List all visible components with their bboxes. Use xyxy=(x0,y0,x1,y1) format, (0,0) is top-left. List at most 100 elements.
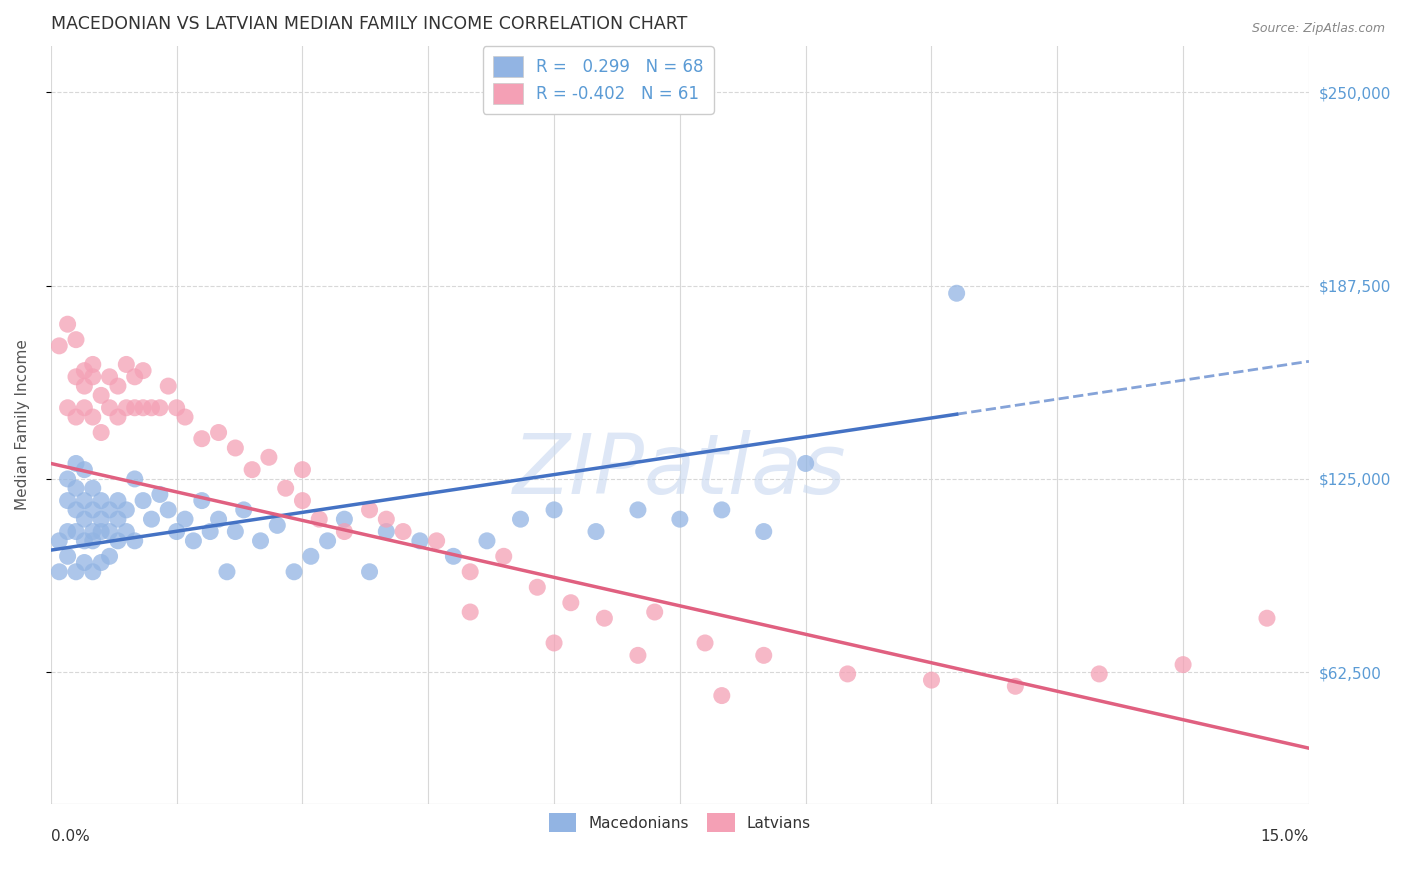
Point xyxy=(115,401,138,415)
Point xyxy=(409,533,432,548)
Point xyxy=(82,524,104,539)
Point xyxy=(921,673,943,687)
Point xyxy=(291,493,314,508)
Point xyxy=(132,493,155,508)
Point xyxy=(198,524,221,539)
Point xyxy=(73,556,96,570)
Point xyxy=(48,565,70,579)
Point xyxy=(90,425,112,440)
Point xyxy=(82,481,104,495)
Point xyxy=(333,524,356,539)
Point xyxy=(669,512,692,526)
Point xyxy=(56,317,79,331)
Point xyxy=(207,425,229,440)
Point xyxy=(124,369,146,384)
Point xyxy=(560,596,582,610)
Text: MACEDONIAN VS LATVIAN MEDIAN FAMILY INCOME CORRELATION CHART: MACEDONIAN VS LATVIAN MEDIAN FAMILY INCO… xyxy=(51,15,688,33)
Y-axis label: Median Family Income: Median Family Income xyxy=(15,339,30,510)
Point xyxy=(794,457,817,471)
Point xyxy=(1088,667,1111,681)
Point xyxy=(308,512,330,526)
Point xyxy=(65,410,87,425)
Point xyxy=(141,512,163,526)
Point xyxy=(90,524,112,539)
Point xyxy=(82,533,104,548)
Point xyxy=(543,503,565,517)
Point xyxy=(458,605,481,619)
Point xyxy=(458,565,481,579)
Point xyxy=(224,441,246,455)
Point xyxy=(65,524,87,539)
Point xyxy=(249,533,271,548)
Point xyxy=(73,512,96,526)
Point xyxy=(291,463,314,477)
Point xyxy=(141,401,163,415)
Point xyxy=(1004,679,1026,693)
Point xyxy=(82,358,104,372)
Text: 0.0%: 0.0% xyxy=(51,829,90,844)
Point xyxy=(359,503,381,517)
Point xyxy=(98,369,121,384)
Point xyxy=(82,503,104,517)
Point xyxy=(215,565,238,579)
Point xyxy=(375,524,398,539)
Point xyxy=(82,565,104,579)
Point xyxy=(945,286,967,301)
Point xyxy=(1171,657,1194,672)
Point xyxy=(526,580,548,594)
Point xyxy=(509,512,531,526)
Point xyxy=(124,533,146,548)
Point xyxy=(56,493,79,508)
Point xyxy=(375,512,398,526)
Point xyxy=(124,401,146,415)
Point xyxy=(65,481,87,495)
Point xyxy=(98,524,121,539)
Point xyxy=(56,549,79,564)
Point xyxy=(65,565,87,579)
Point xyxy=(115,503,138,517)
Point xyxy=(149,401,172,415)
Point xyxy=(359,565,381,579)
Text: ZIPatlas: ZIPatlas xyxy=(513,430,846,511)
Point xyxy=(224,524,246,539)
Point xyxy=(107,533,129,548)
Point xyxy=(90,493,112,508)
Point xyxy=(132,401,155,415)
Point xyxy=(1256,611,1278,625)
Point xyxy=(107,379,129,393)
Point xyxy=(392,524,415,539)
Point xyxy=(191,493,214,508)
Point xyxy=(191,432,214,446)
Point xyxy=(65,503,87,517)
Text: 15.0%: 15.0% xyxy=(1261,829,1309,844)
Point xyxy=(132,363,155,377)
Point xyxy=(710,503,733,517)
Point xyxy=(492,549,515,564)
Point xyxy=(82,369,104,384)
Point xyxy=(90,556,112,570)
Point xyxy=(240,463,263,477)
Point xyxy=(65,457,87,471)
Point xyxy=(166,401,188,415)
Point xyxy=(56,401,79,415)
Point xyxy=(283,565,305,579)
Point xyxy=(107,410,129,425)
Point xyxy=(73,463,96,477)
Point xyxy=(98,503,121,517)
Point xyxy=(73,533,96,548)
Point xyxy=(710,689,733,703)
Point xyxy=(65,333,87,347)
Point xyxy=(48,533,70,548)
Point xyxy=(73,363,96,377)
Point xyxy=(107,512,129,526)
Point xyxy=(752,524,775,539)
Point xyxy=(56,524,79,539)
Point xyxy=(752,648,775,663)
Point xyxy=(299,549,322,564)
Point xyxy=(837,667,859,681)
Point xyxy=(157,379,180,393)
Point xyxy=(73,401,96,415)
Point xyxy=(174,410,197,425)
Point xyxy=(543,636,565,650)
Point xyxy=(98,549,121,564)
